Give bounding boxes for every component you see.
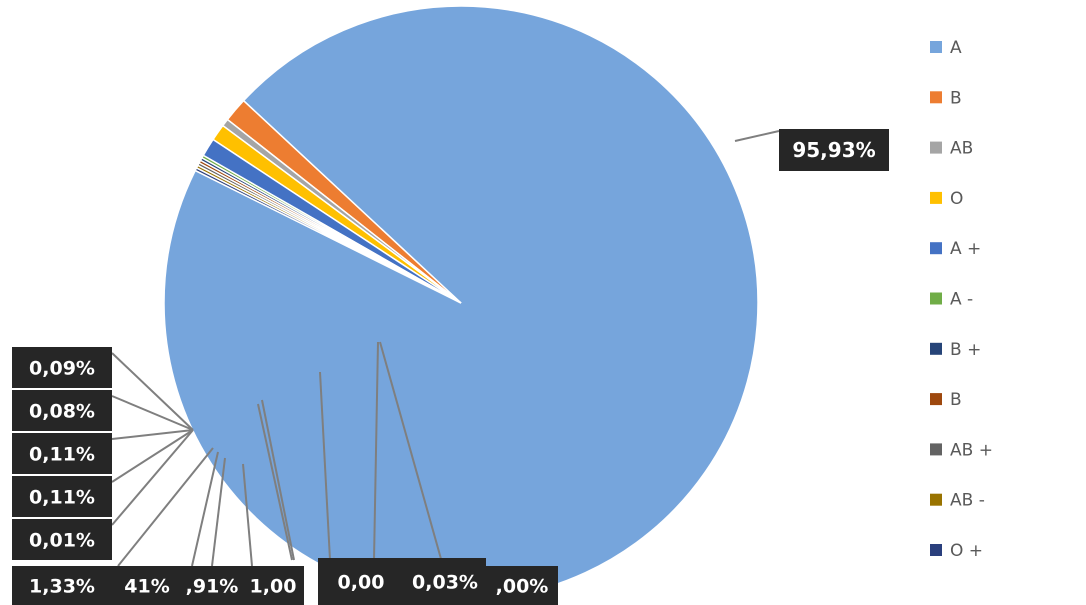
leader-lines xyxy=(111,130,780,567)
pie-slices xyxy=(163,5,759,601)
leader-bottom-4 xyxy=(242,463,253,567)
legend-label: A xyxy=(950,38,962,58)
svg-text:0,11%: 0,11% xyxy=(29,487,95,509)
legend-label: B xyxy=(950,390,962,410)
legend-item-ab-pos-9: AB + xyxy=(930,440,993,460)
leader-extra-1 xyxy=(319,371,331,561)
legend-swatch xyxy=(930,544,942,556)
data-label-left-4: 0,11% xyxy=(12,476,112,517)
data-label-left-5: 0,01% xyxy=(12,519,112,560)
data-label-bottom-4: 1,00 xyxy=(242,566,304,605)
data-label-bottom-2: 41% xyxy=(112,566,182,605)
legend-item-a-pos-5: A + xyxy=(930,239,981,259)
svg-text:0,11%: 0,11% xyxy=(29,444,95,466)
slice-o-pos-10 xyxy=(194,166,462,304)
legend-swatch xyxy=(930,41,942,53)
svg-text:0,00: 0,00 xyxy=(338,572,385,594)
legend-swatch xyxy=(930,342,942,355)
leader-bottom-7 xyxy=(379,341,444,567)
data-label-a: 95,93% xyxy=(779,129,889,171)
legend-item-o-pos-11: O + xyxy=(930,541,983,561)
svg-text:0,03%: 0,03% xyxy=(412,572,478,594)
legend-swatch xyxy=(930,493,942,506)
svg-text:1,33%: 1,33% xyxy=(29,576,95,598)
legend-swatch xyxy=(930,141,942,154)
svg-text:,00%: ,00% xyxy=(496,576,549,598)
leader-bottom-5 xyxy=(261,399,295,561)
legend-label: AB + xyxy=(950,440,993,460)
data-label-bottom-3: ,91% xyxy=(182,566,242,605)
leader-bottom-3 xyxy=(211,457,226,567)
legend-label: O xyxy=(950,189,963,209)
leader-bottom-1 xyxy=(117,447,214,567)
legend-swatch xyxy=(930,191,942,204)
legend-label: B xyxy=(950,88,962,108)
legend-swatch xyxy=(930,443,942,456)
data-label-bottom-6: 0,03% xyxy=(404,558,486,605)
leader-left-2 xyxy=(111,395,194,431)
data-label-bottom-7: ,00% xyxy=(486,566,558,605)
svg-text:95,93%: 95,93% xyxy=(792,138,875,162)
svg-text:,91%: ,91% xyxy=(186,576,239,598)
data-labels: 95,93% 0,09% 0,08% 0,11% 0,11% 0,01% 1,33% 41%,… xyxy=(12,129,889,605)
svg-text:0,08%: 0,08% xyxy=(29,401,95,423)
data-label-left-3: 0,11% xyxy=(12,433,112,474)
leader-extra-2 xyxy=(257,403,293,561)
legend-label: O + xyxy=(950,541,983,561)
leader-left-4 xyxy=(111,429,194,483)
legend-label: AB - xyxy=(950,491,985,511)
leader-bottom-6 xyxy=(373,341,379,561)
legend-item-b-pos-7: B + xyxy=(930,340,981,360)
svg-text:1,00: 1,00 xyxy=(250,576,297,598)
svg-text:41%: 41% xyxy=(124,576,169,598)
data-label-bottom-5: 0,00 xyxy=(318,558,404,605)
legend-item-o-4: O xyxy=(930,189,963,209)
svg-text:0,01%: 0,01% xyxy=(29,530,95,552)
legend-swatch xyxy=(930,242,942,255)
legend-item-ab-3: AB xyxy=(930,139,973,159)
legend-label: B + xyxy=(950,340,981,360)
legend-label: AB xyxy=(950,139,973,159)
legend-label: A + xyxy=(950,239,981,259)
legend-label: A - xyxy=(950,290,973,310)
data-label-bottom-1: 1,33% xyxy=(12,566,112,605)
legend-swatch xyxy=(930,292,942,305)
leader-left-1 xyxy=(111,352,194,431)
svg-text:0,09%: 0,09% xyxy=(29,358,95,380)
leader-bottom-2 xyxy=(191,451,219,567)
legend-swatch xyxy=(930,393,942,406)
legend-swatch xyxy=(930,91,942,104)
legend-item-b-8: B xyxy=(930,390,962,410)
legend-item-a-neg-6: A - xyxy=(930,290,973,310)
leader-left-5 xyxy=(111,429,194,526)
leader-left-3 xyxy=(111,429,194,440)
legend-item-a-1: A xyxy=(930,38,962,58)
leader-a xyxy=(734,130,780,142)
legend-item-b-2: B xyxy=(930,88,962,108)
legend-item-ab-neg-10: AB - xyxy=(930,491,985,511)
data-label-left-1: 0,09% xyxy=(12,347,112,388)
data-label-left-2: 0,08% xyxy=(12,390,112,431)
